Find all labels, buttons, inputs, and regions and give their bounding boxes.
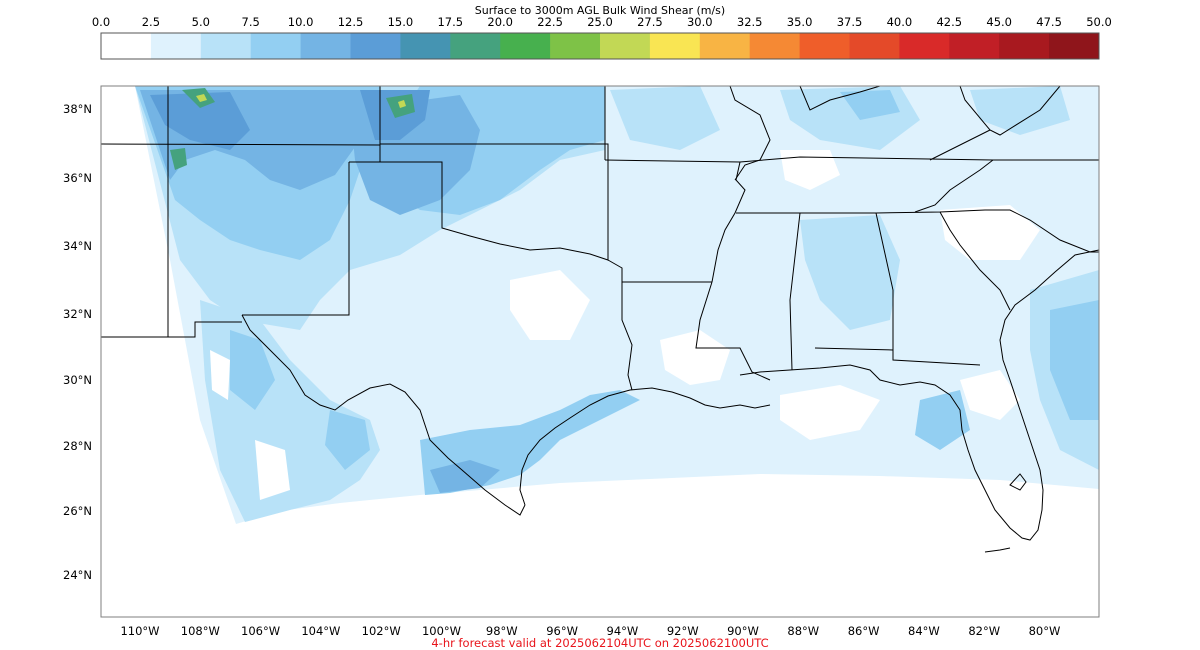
colorbar-tick-label: 32.5 [736,15,763,29]
colorbar-tick-label: 27.5 [637,15,663,29]
colorbar-border [100,32,1100,60]
latitude-label: 28°N [63,439,92,453]
colorbar-tick-label: 35.0 [786,15,813,29]
colorbar-tick-label: 30.0 [686,15,713,29]
colorbar-swatch [550,33,601,59]
colorbar-tick-label: 50.0 [1086,15,1112,29]
longitude-label: 106°W [241,624,280,638]
colorbar-tick-label: 12.5 [337,15,364,29]
colorbar-tick-label: 10.0 [287,15,314,29]
shear-field [135,86,1099,524]
colorbar-swatch [300,33,351,59]
colorbar-swatch [949,33,1000,59]
colorbar-swatch [699,33,751,59]
latitude-label: 32°N [63,307,92,321]
latitude-label: 36°N [63,171,92,185]
longitude-label: 96°W [546,624,578,638]
longitude-label: 84°W [908,624,940,638]
colorbar-tick-label: 7.5 [241,15,260,29]
colorbar-swatch [1049,33,1100,59]
colorbar-title: Surface to 3000m AGL Bulk Wind Shear (m/… [474,4,726,17]
longitude-label: 102°W [362,624,401,638]
colorbar-tick-label: 0.0 [91,15,111,29]
colorbar-tick-label: 47.5 [1036,15,1062,29]
colorbar-tick-label: 22.5 [537,15,563,29]
longitude-label: 104°W [301,624,340,638]
colorbar-swatch [749,33,801,59]
longitude-label: 94°W [607,624,639,638]
colorbar-tick-label: 15.0 [387,15,414,29]
colorbar-swatch [899,33,950,59]
colorbar-swatch [200,33,252,59]
colorbar-swatch [600,33,651,59]
map-frame [100,85,1100,618]
latitude-label: 38°N [63,102,92,116]
colorbar-swatch [101,33,152,59]
longitude-label: 92°W [667,624,699,638]
colorbar-swatch [999,33,1050,59]
colorbar-tick-label: 37.5 [836,15,863,29]
latitude-label: 24°N [63,568,92,582]
colorbar-tick-label: 42.5 [936,15,963,29]
latitude-label: 26°N [63,504,92,518]
longitude-label: 86°W [848,624,880,638]
colorbar-swatch [400,33,451,59]
latitude-label: 30°N [63,373,92,387]
longitude-label: 82°W [968,624,1000,638]
colorbar-tick-label: 45.0 [986,15,1012,29]
colorbar-swatch [150,33,202,59]
colorbar-tick-label: 25.0 [587,15,613,29]
boundaries [101,86,1099,553]
longitude-label: 98°W [486,624,518,638]
colorbar-swatch [450,33,501,59]
colorbar [100,32,1100,60]
colorbar-tick-label: 40.0 [886,15,913,29]
colorbar-swatch [799,33,850,59]
colorbar-swatch [649,33,701,59]
colorbar-swatch [350,33,401,59]
colorbar-swatch [250,33,302,59]
colorbar-tick-label: 17.5 [437,15,464,29]
longitude-label: 100°W [422,624,461,638]
colorbar-tick-label: 2.5 [141,15,161,29]
forecast-caption: 4-hr forecast valid at 2025062104UTC on … [431,636,769,650]
longitude-label: 80°W [1029,624,1061,638]
colorbar-swatch [849,33,900,59]
longitude-label: 90°W [727,624,759,638]
colorbar-tick-label: 20.0 [487,15,513,29]
colorbar-tick-label: 5.0 [191,15,210,29]
latitude-label: 34°N [63,239,92,253]
latitude-labels: 38°N 36°N 34°N 32°N 30°N 28°N 26°N 24°N [63,102,92,582]
longitude-labels: 110°W 108°W 106°W 104°W 102°W 100°W 98°W 96°W 94… [120,624,1060,638]
colorbar-swatch [500,33,551,59]
longitude-label: 110°W [120,624,159,638]
longitude-label: 88°W [787,624,819,638]
longitude-label: 108°W [181,624,220,638]
